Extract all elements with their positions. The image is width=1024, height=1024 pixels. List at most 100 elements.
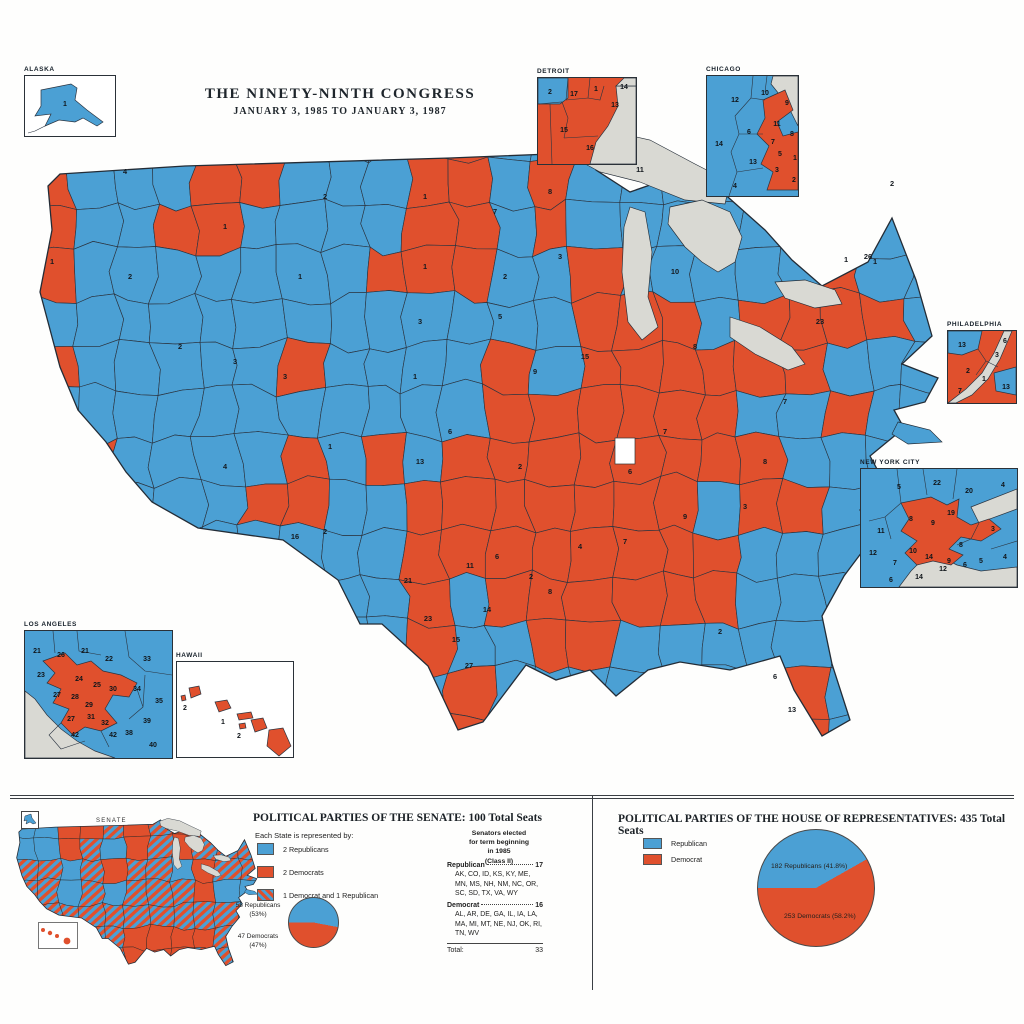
district-cell [913,199,938,255]
district-cell [58,949,83,966]
district-cell [317,383,370,439]
district-cell [193,879,216,903]
district-cell [106,569,157,623]
district-cell [447,156,493,208]
district-cell [324,151,369,207]
inset-region [756,89,798,191]
district-number: 15 [452,635,460,644]
district-number: 8 [790,131,794,138]
district-number: 13 [788,705,796,714]
legend-item-split-delegation: 1 Democrat and 1 Republican [257,889,378,901]
district-cell [114,482,158,530]
senators-elected-note: Senators elected for term beginning in 1… [468,830,530,865]
district-number: 2 [890,179,894,188]
district-cell [861,665,919,719]
district-cell [775,531,824,579]
district-cell [829,613,870,673]
inset-region [250,717,268,733]
district-cell [99,836,128,860]
district-cell [73,569,120,623]
district-number: 2 [966,368,970,375]
district-cell [275,522,329,583]
district-cell [40,246,77,304]
district-cell [148,904,175,927]
district-number: 14 [925,554,933,561]
great-lakes [159,818,232,877]
district-number: 5 [498,312,502,321]
district-cell [911,665,938,716]
district-cell [317,574,370,625]
district-number: 3 [775,167,779,174]
district-cell [40,569,77,625]
senate-map-label: SENATE [96,818,127,824]
district-number: 15 [581,352,589,361]
district-cell [611,570,668,628]
district-number: 10 [761,90,769,97]
district-cell [40,204,77,252]
district-number: 3 [418,317,422,326]
district-cell [33,837,61,862]
district-cell [79,948,107,966]
district-cell [776,478,831,535]
district-number: 3 [283,372,287,381]
district-number: 28 [71,694,79,701]
district-number: 8 [693,342,697,351]
district-number: 14 [715,141,723,148]
senate-alaska-mini-map [21,811,39,829]
district-cell [40,532,80,583]
district-number: 1 [844,255,848,264]
senate-pie-democrat-label: 47 Democrats (47%) [228,933,288,951]
district-number: 10 [909,548,917,555]
district-cell [401,136,449,160]
district-cell [822,339,875,397]
district-cell [907,710,938,736]
inset-region [589,85,636,164]
district-number: 23 [816,317,824,326]
house-panel-title: POLITICAL PARTIES OF THE HOUSE OF REPRES… [618,813,1006,837]
district-number: 3 [995,352,999,359]
district-number: 1 [873,257,877,266]
district-cell [77,879,106,908]
district-cell [168,946,196,966]
district-cell [151,476,210,535]
district-cell [404,480,444,536]
district-cell [37,858,64,882]
district-number: 13 [958,342,966,349]
district-number: 7 [958,388,962,395]
district-cell [79,858,105,884]
district-cell [658,713,700,736]
district-cell [16,903,40,930]
district-cell [532,245,572,304]
district-cell [122,878,149,907]
district-cell [364,290,408,353]
district-number: 4 [1001,482,1005,489]
inset-region [970,488,1017,524]
district-number: 7 [783,397,787,406]
district-cell [102,879,127,906]
district-number: 8 [548,187,552,196]
senate-pie-republican-label: 53 Republicans (53%) [228,902,288,920]
district-number: 21 [33,648,41,655]
inset-region [948,331,1013,403]
district-cell [824,665,867,720]
district-cell [237,857,257,881]
district-number: 42 [71,732,79,739]
inset-region [42,652,138,736]
district-cell [658,664,703,716]
district-cell [125,857,149,881]
district-cell [123,819,152,838]
district-cell [77,381,118,448]
district-cell [173,901,196,931]
inset-region [900,496,1002,566]
hawaii-island [47,930,53,936]
district-cell [484,715,538,736]
district-cell [483,569,533,628]
district-cell [438,523,492,580]
district-cell [122,946,152,966]
district-number: 25 [93,682,101,689]
district-cell [213,819,238,837]
district-cell [903,615,938,675]
los-angeles-inset-map: 21 26 21 22 33 23 24 25 30 34 27 28 29 35 31 32 39 27 42 42… [24,630,173,759]
